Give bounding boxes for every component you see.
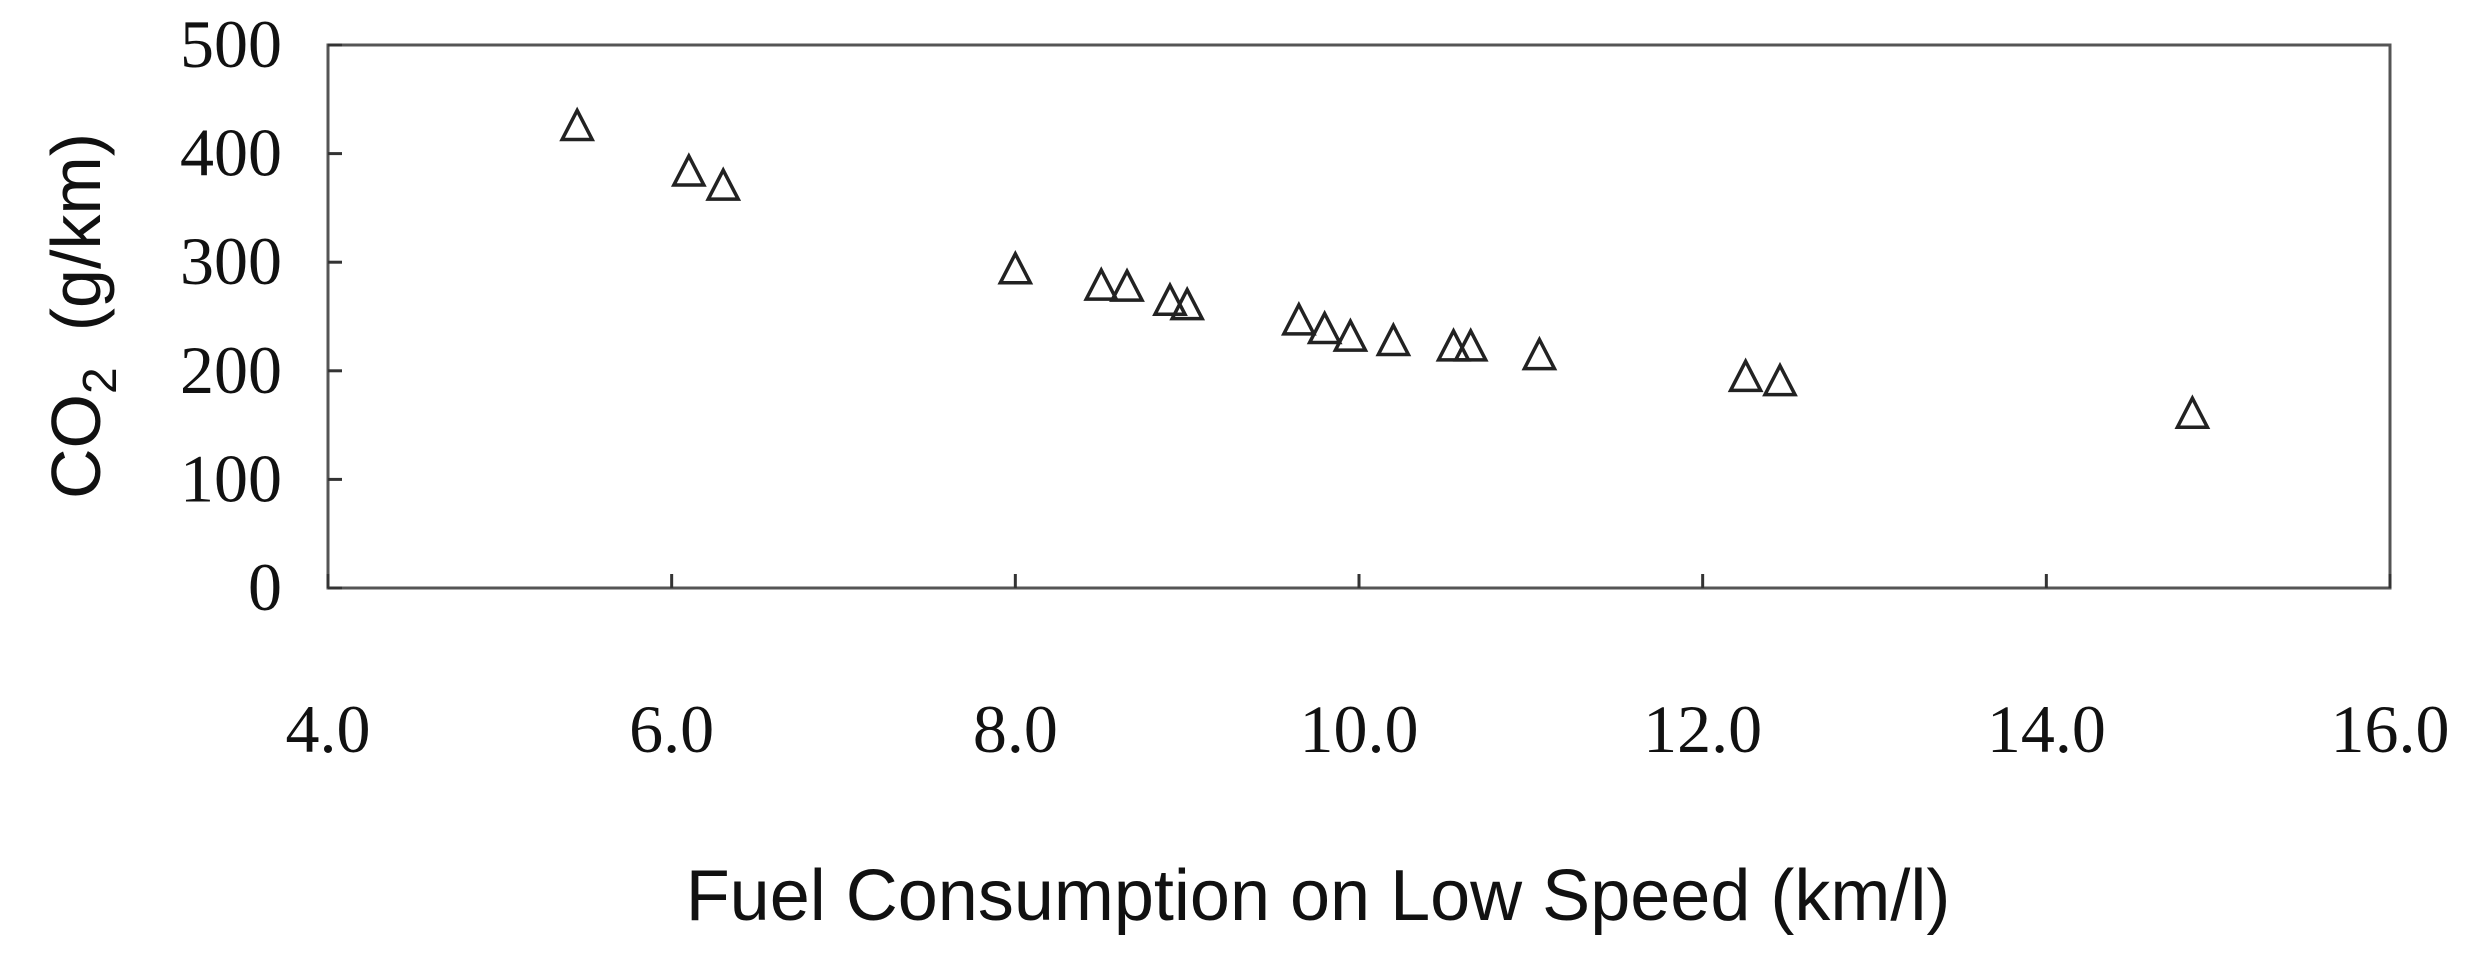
data-point-triangle bbox=[2174, 394, 2211, 429]
y-axis-title-unit: (g/km) bbox=[37, 133, 115, 331]
y-axis: 0 100 200 300 400 500 bbox=[180, 6, 342, 625]
y-axis-title-subscript: 2 bbox=[74, 367, 127, 394]
y-tick-label: 400 bbox=[180, 115, 282, 191]
data-point-triangle bbox=[1521, 335, 1558, 371]
x-tick-label: 14.0 bbox=[1987, 691, 2106, 767]
x-tick-label: 12.0 bbox=[1643, 691, 1762, 767]
data-point-triangle bbox=[1109, 267, 1145, 302]
data-point-triangle bbox=[1306, 309, 1343, 345]
y-tick-label: 200 bbox=[180, 332, 282, 408]
data-point-triangle bbox=[1762, 361, 1798, 397]
data-points bbox=[559, 106, 2211, 429]
y-axis-title: CO2 (g/km) bbox=[37, 133, 127, 499]
data-point-triangle bbox=[670, 152, 707, 187]
data-point-triangle bbox=[559, 106, 596, 142]
x-tick-label: 8.0 bbox=[973, 691, 1058, 767]
data-point-triangle bbox=[1332, 317, 1369, 352]
x-axis-title: Fuel Consumption on Low Speed (km/l) bbox=[686, 856, 1951, 936]
data-point-triangle bbox=[1152, 281, 1188, 317]
x-tick-label: 6.0 bbox=[629, 691, 714, 767]
data-point-triangle bbox=[1727, 357, 1764, 393]
data-point-triangle bbox=[1280, 301, 1317, 336]
y-tick-label: 100 bbox=[180, 440, 282, 516]
x-tick-label: 16.0 bbox=[2331, 691, 2450, 767]
data-point-triangle bbox=[1452, 327, 1489, 362]
y-tick-label: 0 bbox=[248, 549, 282, 625]
y-tick-label: 300 bbox=[180, 223, 282, 299]
data-point-triangle bbox=[1169, 285, 1206, 321]
data-point-triangle bbox=[997, 249, 1034, 285]
data-point-triangle bbox=[1375, 321, 1412, 357]
data-point-triangle bbox=[1083, 266, 1120, 301]
y-axis-title-main: CO bbox=[37, 394, 115, 499]
plot-area bbox=[326, 43, 2392, 590]
x-tick-label: 4.0 bbox=[286, 691, 371, 767]
x-axis: 4.0 6.0 8.0 10.0 12.0 14.0 16.0 bbox=[286, 574, 2450, 767]
data-point-triangle bbox=[705, 166, 742, 201]
y-tick-label: 500 bbox=[180, 6, 282, 82]
x-tick-label: 10.0 bbox=[1300, 691, 1419, 767]
data-point-triangle bbox=[1435, 327, 1472, 362]
svg-text:CO2(g/km): CO2 (g/km) bbox=[37, 133, 127, 499]
